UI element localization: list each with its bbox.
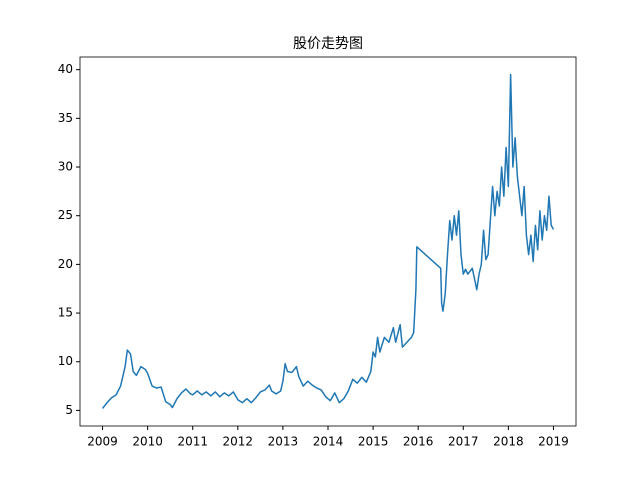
x-tick-label: 2009 (87, 435, 118, 449)
y-tick-label: 30 (58, 160, 73, 174)
y-tick-label: 10 (58, 354, 73, 368)
x-tick-label: 2016 (403, 435, 434, 449)
x-tick-label: 2014 (313, 435, 344, 449)
x-tick-label: 2012 (223, 435, 254, 449)
x-tick-label: 2017 (448, 435, 479, 449)
plot-frame (79, 56, 577, 427)
x-tick-label: 2011 (177, 435, 208, 449)
x-tick-label: 2013 (268, 435, 299, 449)
x-tick-label: 2015 (358, 435, 389, 449)
price-line (101, 73, 555, 409)
y-tick-label: 35 (58, 111, 73, 125)
x-tick-label: 2010 (132, 435, 163, 449)
y-tick-label: 15 (58, 306, 73, 320)
x-tick-label: 2018 (493, 435, 524, 449)
y-tick-label: 25 (58, 208, 73, 222)
chart-title: 股价走势图 (293, 36, 363, 52)
y-tick-label: 40 (58, 62, 73, 76)
x-tick-label: 2019 (538, 435, 569, 449)
y-tick-label: 5 (65, 403, 73, 417)
y-tick-label: 20 (58, 257, 73, 271)
